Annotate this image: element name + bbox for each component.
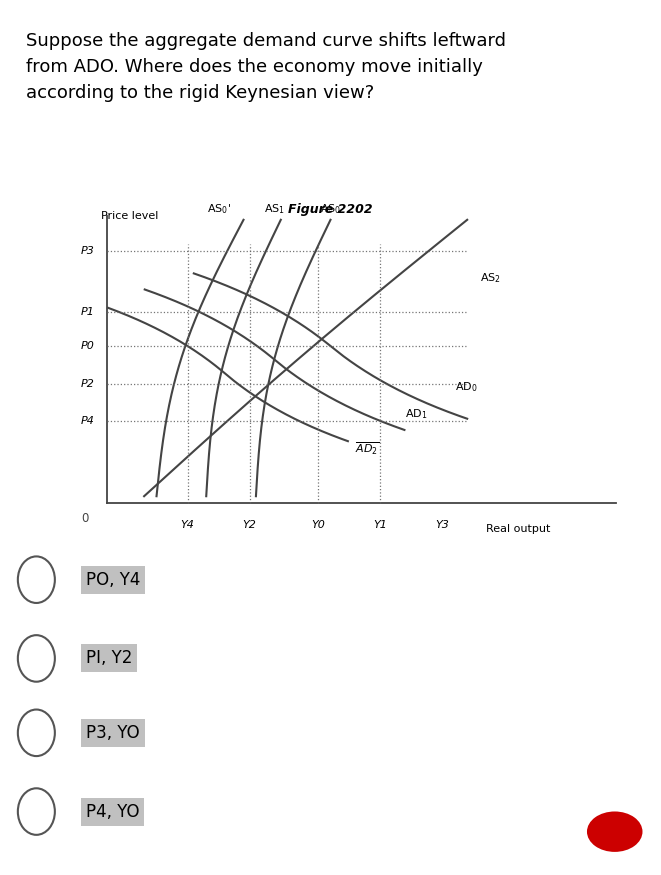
Text: P4: P4 [81,416,95,426]
Text: Price level: Price level [100,211,158,221]
Circle shape [18,556,55,603]
Text: Figure 2202: Figure 2202 [288,203,373,216]
Circle shape [18,635,55,682]
Text: Y0: Y0 [311,520,325,530]
Text: 0: 0 [81,512,89,525]
Text: AS$_1$: AS$_1$ [264,203,285,216]
Text: Y4: Y4 [180,520,194,530]
Text: $\overline{AD_2}$: $\overline{AD_2}$ [356,440,379,457]
Circle shape [18,710,55,756]
Text: P3, YO: P3, YO [86,724,139,742]
Circle shape [587,811,642,852]
Text: Y1: Y1 [373,520,387,530]
Text: Suppose the aggregate demand curve shifts leftward
from ADO. Where does the econ: Suppose the aggregate demand curve shift… [26,31,506,102]
Text: AS$_0$': AS$_0$' [207,203,231,216]
Text: PO, Y4: PO, Y4 [86,570,140,589]
Text: P1: P1 [81,307,95,317]
Text: Y3: Y3 [436,520,449,530]
Text: AD$_1$: AD$_1$ [405,408,428,421]
Text: AS$_2$: AS$_2$ [480,271,500,284]
Circle shape [18,788,55,835]
Text: P2: P2 [81,379,95,388]
Text: Real output: Real output [486,523,550,534]
Text: P4, YO: P4, YO [86,802,139,821]
Text: AD$_0$: AD$_0$ [455,380,477,394]
Text: AS$_0$: AS$_0$ [320,203,341,216]
Text: PI, Y2: PI, Y2 [86,649,132,668]
Text: P3: P3 [81,246,95,256]
Text: Y2: Y2 [243,520,256,530]
Text: P0: P0 [81,341,95,351]
